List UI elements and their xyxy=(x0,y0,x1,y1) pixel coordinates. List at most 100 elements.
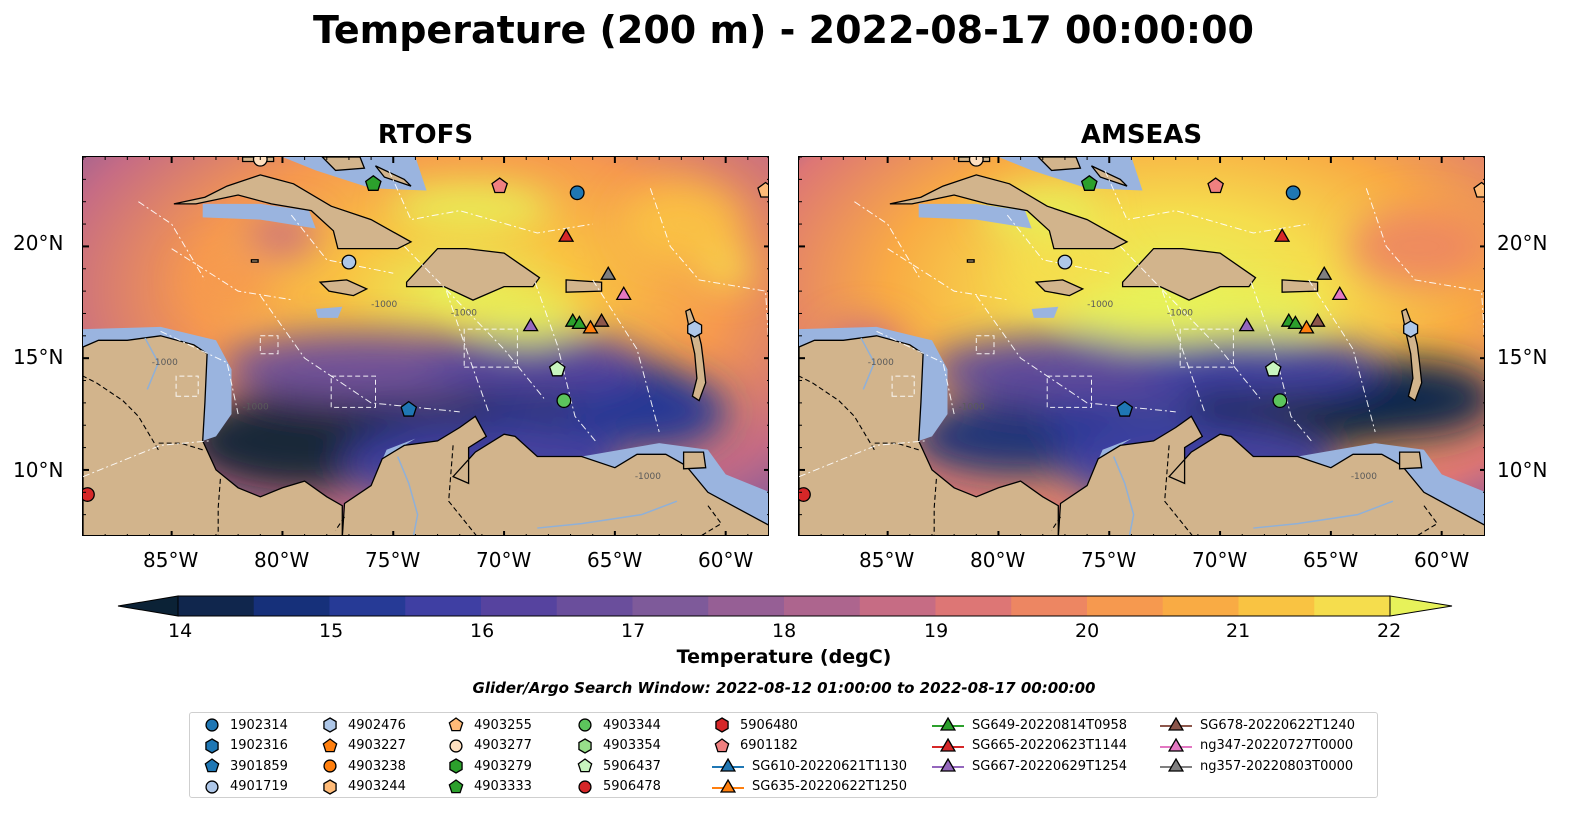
legend-marker-icon xyxy=(1160,737,1192,752)
platform-marker xyxy=(714,737,730,752)
colorbar-segment xyxy=(859,596,937,616)
legend-marker-icon xyxy=(448,778,464,793)
lon-tick-rtofs-65: 65°W xyxy=(587,548,643,572)
south-america-land xyxy=(341,415,768,535)
eez-box xyxy=(975,335,995,355)
central-america-land xyxy=(83,335,343,535)
legend-label: 4903277 xyxy=(474,738,532,753)
eez-box xyxy=(330,375,376,408)
hispaniola-land xyxy=(405,247,541,301)
legend-item: 4901719 xyxy=(202,777,288,797)
legend-label: 1902314 xyxy=(230,717,288,733)
eez-line xyxy=(799,440,926,478)
platform-marker xyxy=(448,778,464,793)
colorbar-tick: 21 xyxy=(1226,620,1251,642)
legend-item: 4903244 xyxy=(320,777,406,797)
lat-tick-left-10: 10°N xyxy=(13,458,64,482)
platform-marker xyxy=(1057,254,1073,270)
platform-marker xyxy=(548,360,566,377)
platform-marker xyxy=(578,779,592,794)
legend-marker-icon xyxy=(205,737,219,754)
platform-marker xyxy=(578,737,592,754)
colorbar-segment xyxy=(1314,596,1391,616)
platform-marker xyxy=(1167,716,1185,731)
temperature-anomalies xyxy=(184,184,751,511)
river xyxy=(396,456,419,535)
legend-item: SG649-20220814T0958 xyxy=(932,715,1127,735)
legend-label: 4903333 xyxy=(474,779,532,794)
lon-tick-amseas-65: 65°W xyxy=(1303,548,1359,572)
colorbar-segment xyxy=(405,596,482,616)
eez-line xyxy=(534,282,598,444)
bahamas-land xyxy=(1037,157,1082,172)
colorbar-segment xyxy=(329,596,406,616)
country-border xyxy=(1051,516,1061,531)
map-amseas[interactable]: -1000 -1000 -1000 -1000 -1000 xyxy=(798,156,1485,536)
platform-marker xyxy=(1272,393,1288,409)
eez-line xyxy=(1104,170,1309,234)
legend-marker-icon xyxy=(932,716,964,731)
legend-marker-icon xyxy=(322,737,338,752)
pedro-bank-shelf xyxy=(1031,306,1059,318)
map-rtofs[interactable]: -1000 -1000 -1000 -1000 -1000 xyxy=(82,156,769,536)
legend-item: 4903279 xyxy=(446,756,532,776)
legend-marker-icon xyxy=(323,759,337,773)
platform-marker xyxy=(615,286,632,300)
legend-item: 5906478 xyxy=(575,777,661,797)
colorbar-label: Temperature (degC) xyxy=(676,646,892,668)
bahamas-shelf xyxy=(282,157,427,191)
legend-label: 4903255 xyxy=(474,717,532,733)
colorbar-segment xyxy=(1087,596,1164,616)
colorbar-segment xyxy=(632,596,709,616)
platform-marker xyxy=(719,757,737,772)
trinidad-land xyxy=(682,451,707,470)
eez-box xyxy=(175,375,199,397)
legend-item: 4903227 xyxy=(320,736,406,756)
river xyxy=(144,337,160,390)
eez-line xyxy=(649,188,768,339)
country-border xyxy=(799,375,875,451)
eez-line xyxy=(1161,290,1206,412)
legend-label: 4901719 xyxy=(230,779,288,794)
eez-line xyxy=(1006,214,1110,274)
platform-marker xyxy=(719,778,737,793)
platform-marker xyxy=(577,758,593,773)
platform-marker xyxy=(1309,312,1326,327)
cuba-shelf xyxy=(918,203,1032,229)
panel-title-amseas: AMSEAS xyxy=(1080,120,1203,150)
colombia-shelf xyxy=(1087,438,1132,486)
frame-ticks xyxy=(83,157,768,535)
platform-marker xyxy=(323,759,337,773)
legend-item: 3901859 xyxy=(202,756,288,776)
legend-item: SG678-20220622T1240 xyxy=(1160,715,1355,735)
eez-line xyxy=(854,201,922,281)
legend-marker-icon xyxy=(1160,716,1192,731)
colorbar-segment xyxy=(1162,596,1240,616)
platform-marker xyxy=(449,758,463,774)
country-border xyxy=(701,505,723,535)
colorbar-frame xyxy=(177,595,1391,617)
legend-label: SG649-20220814T0958 xyxy=(972,717,1128,733)
legend-marker-icon xyxy=(578,737,592,754)
legend-item: 5906480 xyxy=(712,715,798,735)
lon-tick-amseas-70: 70°W xyxy=(1192,548,1248,572)
eez-line xyxy=(1308,279,1376,433)
eez-line xyxy=(160,330,239,415)
lat-tick-left-20: 20°N xyxy=(13,231,64,255)
colorbar xyxy=(117,595,1453,617)
platform-marker xyxy=(364,175,382,191)
colorbar-tick: 16 xyxy=(470,620,495,642)
colorbar-segment xyxy=(1238,596,1315,616)
river xyxy=(537,500,678,529)
colorbar-segment xyxy=(708,596,785,616)
legend-label: 4903244 xyxy=(348,779,406,794)
platform-marker xyxy=(1167,757,1185,772)
platform-marker xyxy=(939,716,957,731)
bathy-contour-label: -1000 xyxy=(371,300,397,310)
pedro-bank-shelf xyxy=(315,306,343,318)
eez-line xyxy=(171,248,294,301)
colorbar-tick: 18 xyxy=(772,620,797,642)
colorbar-tick: 19 xyxy=(924,620,949,642)
jamaica-land xyxy=(1034,279,1085,297)
eez-line xyxy=(445,290,490,412)
